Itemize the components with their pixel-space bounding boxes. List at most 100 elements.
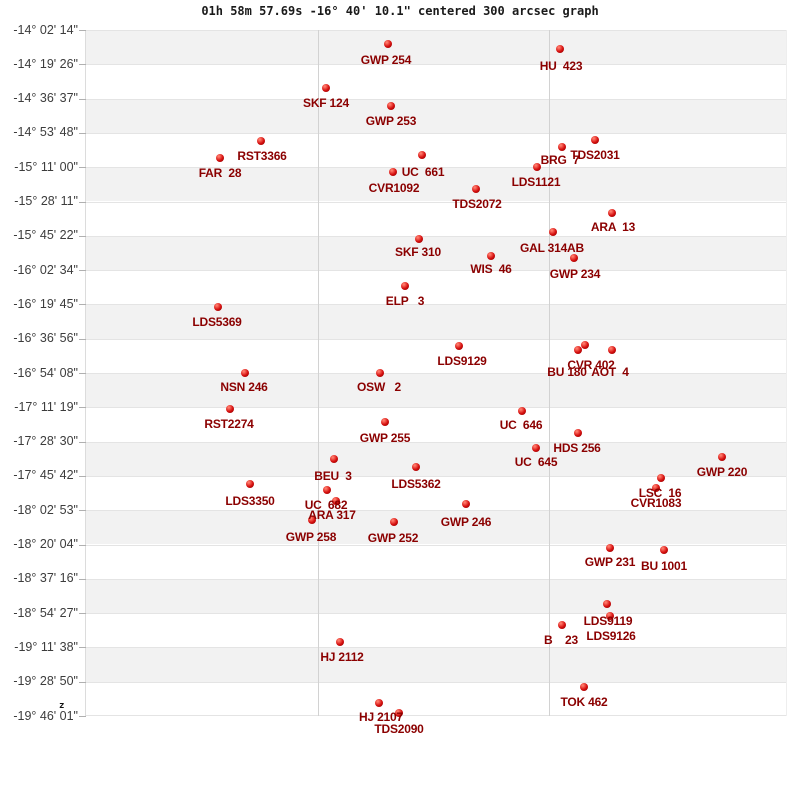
data-point (214, 303, 222, 311)
point-label: LDS1121 (511, 175, 561, 189)
point-label: BU 1001 (641, 559, 687, 573)
point-label: AOT 4 (591, 365, 629, 379)
data-point (216, 154, 224, 162)
orientation-mark: z (59, 701, 65, 711)
y-tick-label: -16° 19' 45" (13, 296, 78, 311)
data-point (652, 484, 660, 492)
point-label: LDS3350 (225, 494, 275, 508)
grid-stripe (86, 167, 786, 202)
y-tick-mark (79, 98, 86, 100)
point-label: GWP 246 (440, 515, 492, 529)
y-tick-mark (79, 475, 86, 477)
data-point (241, 369, 249, 377)
y-tick-mark (79, 338, 86, 340)
point-label: LDS5369 (192, 315, 242, 329)
data-point (581, 341, 589, 349)
grid-stripe (86, 30, 786, 65)
point-label: BEU 3 (314, 469, 352, 483)
data-point (608, 346, 616, 354)
grid-stripe (86, 373, 786, 408)
point-label: GWP 258 (285, 530, 337, 544)
y-tick-label: -18° 37' 16" (13, 571, 78, 586)
point-label: HJ 2107 (359, 710, 403, 724)
point-label: GWP 234 (549, 267, 601, 281)
y-tick-mark (79, 304, 86, 306)
y-tick-label: -14° 53' 48" (13, 125, 78, 140)
data-point (418, 151, 426, 159)
point-label: GWP 231 (584, 555, 636, 569)
y-tick-label: -14° 19' 26" (13, 56, 78, 71)
y-tick-label: -17° 45' 42" (13, 468, 78, 483)
point-label: UC 646 (499, 418, 543, 432)
data-point (606, 544, 614, 552)
point-label: LSC 16 (638, 486, 682, 500)
y-tick-mark (79, 132, 86, 134)
data-point (412, 463, 420, 471)
data-point (660, 546, 668, 554)
point-label: TDS2031 (570, 148, 620, 162)
data-point (387, 102, 395, 110)
point-label: BU 180 (547, 365, 587, 379)
point-label: TOK 462 (560, 695, 608, 709)
grid-stripe (86, 98, 786, 133)
data-point (226, 405, 234, 413)
point-label: ARA 317 (308, 508, 356, 522)
y-tick-label: -14° 36' 37" (13, 91, 78, 106)
y-tick-label: -15° 45' 22" (13, 228, 78, 243)
data-point (532, 444, 540, 452)
y-tick-mark (79, 681, 86, 683)
point-label: GWP 253 (365, 114, 417, 128)
data-point (455, 342, 463, 350)
point-label: B 23 (544, 633, 578, 647)
y-tick-label: -16° 02' 34" (13, 262, 78, 277)
data-point (606, 612, 614, 620)
point-label: LDS5362 (391, 477, 441, 491)
point-label: GWP 220 (696, 465, 748, 479)
grid-stripe (86, 510, 786, 545)
data-point (330, 455, 338, 463)
data-point (608, 209, 616, 217)
data-point (322, 84, 330, 92)
data-point (657, 474, 665, 482)
data-point (574, 346, 582, 354)
point-label: LDS9129 (437, 354, 487, 368)
data-point (558, 621, 566, 629)
grid-stripe (86, 441, 786, 476)
y-tick-label: -16° 36' 56" (13, 331, 78, 346)
data-point (574, 429, 582, 437)
y-tick-mark (79, 544, 86, 546)
point-label: UC 661 (401, 165, 445, 179)
data-point (376, 369, 384, 377)
point-label: GWP 254 (360, 53, 412, 67)
point-label: WIS 46 (470, 262, 512, 276)
y-tick-label: -16° 54' 08" (13, 365, 78, 380)
vertical-gridline (549, 30, 550, 716)
point-label: FAR 28 (198, 166, 242, 180)
data-point (533, 163, 541, 171)
data-point (570, 254, 578, 262)
point-label: CVR 402 (567, 358, 615, 372)
grid-stripe (86, 681, 786, 716)
y-tick-mark (79, 30, 86, 31)
y-tick-label: -15° 28' 11" (14, 194, 78, 208)
y-tick-mark (79, 235, 86, 237)
y-tick-mark (79, 201, 86, 203)
data-point (518, 407, 526, 415)
data-point (389, 168, 397, 176)
data-point (390, 518, 398, 526)
y-tick-label: -19° 46' 01" (13, 708, 78, 723)
grid-stripe (86, 132, 786, 168)
point-label: LDS9119 (583, 614, 633, 628)
y-tick-mark (79, 64, 86, 66)
data-point (487, 252, 495, 260)
data-point (462, 500, 470, 508)
y-tick-label: -14° 02' 14" (13, 22, 78, 37)
y-tick-label: -17° 11' 19" (14, 399, 78, 414)
point-label: TDS2090 (374, 722, 424, 736)
grid-stripe (86, 647, 786, 682)
point-label: BRG 7 (540, 153, 580, 167)
data-point (580, 683, 588, 691)
vertical-gridline (318, 30, 319, 716)
data-point (246, 480, 254, 488)
